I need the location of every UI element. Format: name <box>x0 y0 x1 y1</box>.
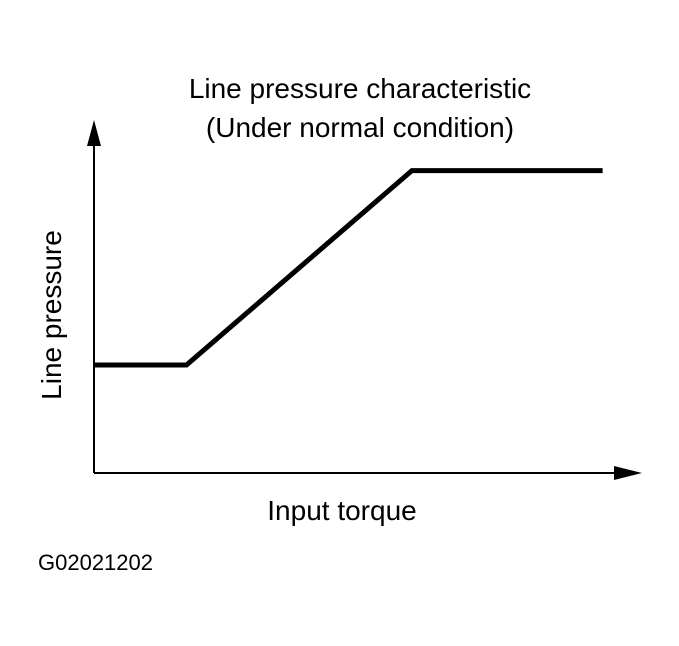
x-axis-label: Input torque <box>267 495 416 526</box>
chart-subtitle: (Under normal condition) <box>206 112 514 143</box>
y-axis-arrow-icon <box>87 120 101 146</box>
series-line <box>94 168 603 368</box>
chart-title: Line pressure characteristic <box>189 73 531 104</box>
x-axis-arrow-icon <box>614 466 642 480</box>
figure-code: G02021202 <box>38 550 153 575</box>
y-axis-label: Line pressure <box>36 230 67 400</box>
